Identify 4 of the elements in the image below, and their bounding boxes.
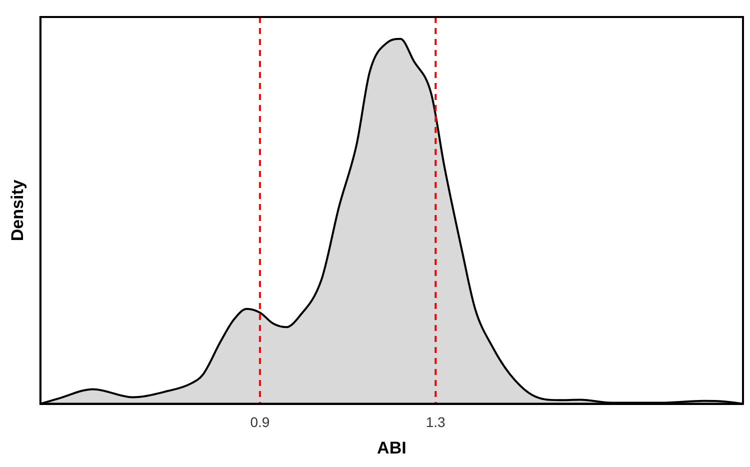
x-tick-label: 1.3 <box>426 414 446 430</box>
x-tick-label: 0.9 <box>250 414 270 430</box>
x-axis-title: ABI <box>377 438 406 458</box>
y-axis-title: Density <box>8 179 27 242</box>
